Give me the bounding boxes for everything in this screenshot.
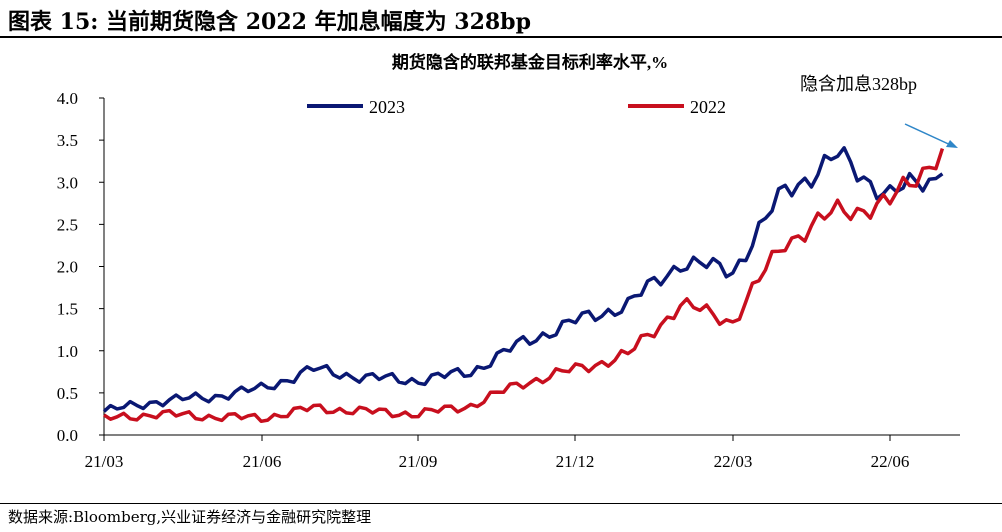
y-tick-label: 2.0 xyxy=(57,258,78,277)
y-tick-label: 2.5 xyxy=(57,215,78,234)
series-layer xyxy=(102,146,945,424)
title-rule xyxy=(0,36,1002,38)
chart: 期货隐含的联邦基金目标利率水平,% 0.0 0.5 1.0 1.5 2.0 2.5 3.0 3… xyxy=(57,52,960,471)
footer-rule xyxy=(0,503,1002,504)
x-tick-label: 21/06 xyxy=(243,452,282,471)
legend-label-2022: 2022 xyxy=(690,97,726,117)
y-tick-label: 3.5 xyxy=(57,131,78,150)
x-tick-label: 22/06 xyxy=(871,452,910,471)
axes xyxy=(103,98,960,436)
x-tick-label: 21/03 xyxy=(85,452,124,471)
y-tick-label: 0.5 xyxy=(57,384,78,403)
x-axis-ticks: 21/03 21/06 21/09 21/12 22/03 22/06 xyxy=(85,435,910,471)
annotation-arrow xyxy=(904,123,956,148)
page-title: 图表 15: 当前期货隐含 2022 年加息幅度为 328bp xyxy=(8,9,531,35)
legend-label-2023: 2023 xyxy=(369,97,405,117)
y-tick-label: 1.5 xyxy=(57,300,78,319)
annotation-label: 隐含加息328bp xyxy=(800,74,917,94)
x-tick-label: 22/03 xyxy=(714,452,753,471)
x-tick-label: 21/09 xyxy=(399,452,438,471)
y-tick-label: 1.0 xyxy=(57,342,78,361)
legend: 2023 2022 xyxy=(307,97,726,117)
source-note: 数据来源:Bloomberg,兴业证券经济与金融研究院整理 xyxy=(8,508,372,526)
y-tick-label: 0.0 xyxy=(57,426,78,445)
series-line-2023 xyxy=(102,146,944,413)
annotation: 隐含加息328bp xyxy=(800,74,958,148)
x-tick-label: 21/12 xyxy=(556,452,595,471)
y-tick-label: 4.0 xyxy=(57,89,78,108)
series-line-2022 xyxy=(103,148,945,424)
annotation-arrowhead xyxy=(946,140,958,148)
y-axis-ticks: 0.0 0.5 1.0 1.5 2.0 2.5 3.0 3.5 4.0 xyxy=(57,89,104,445)
y-tick-label: 3.0 xyxy=(57,173,78,192)
chart-title: 期货隐含的联邦基金目标利率水平,% xyxy=(392,52,668,72)
